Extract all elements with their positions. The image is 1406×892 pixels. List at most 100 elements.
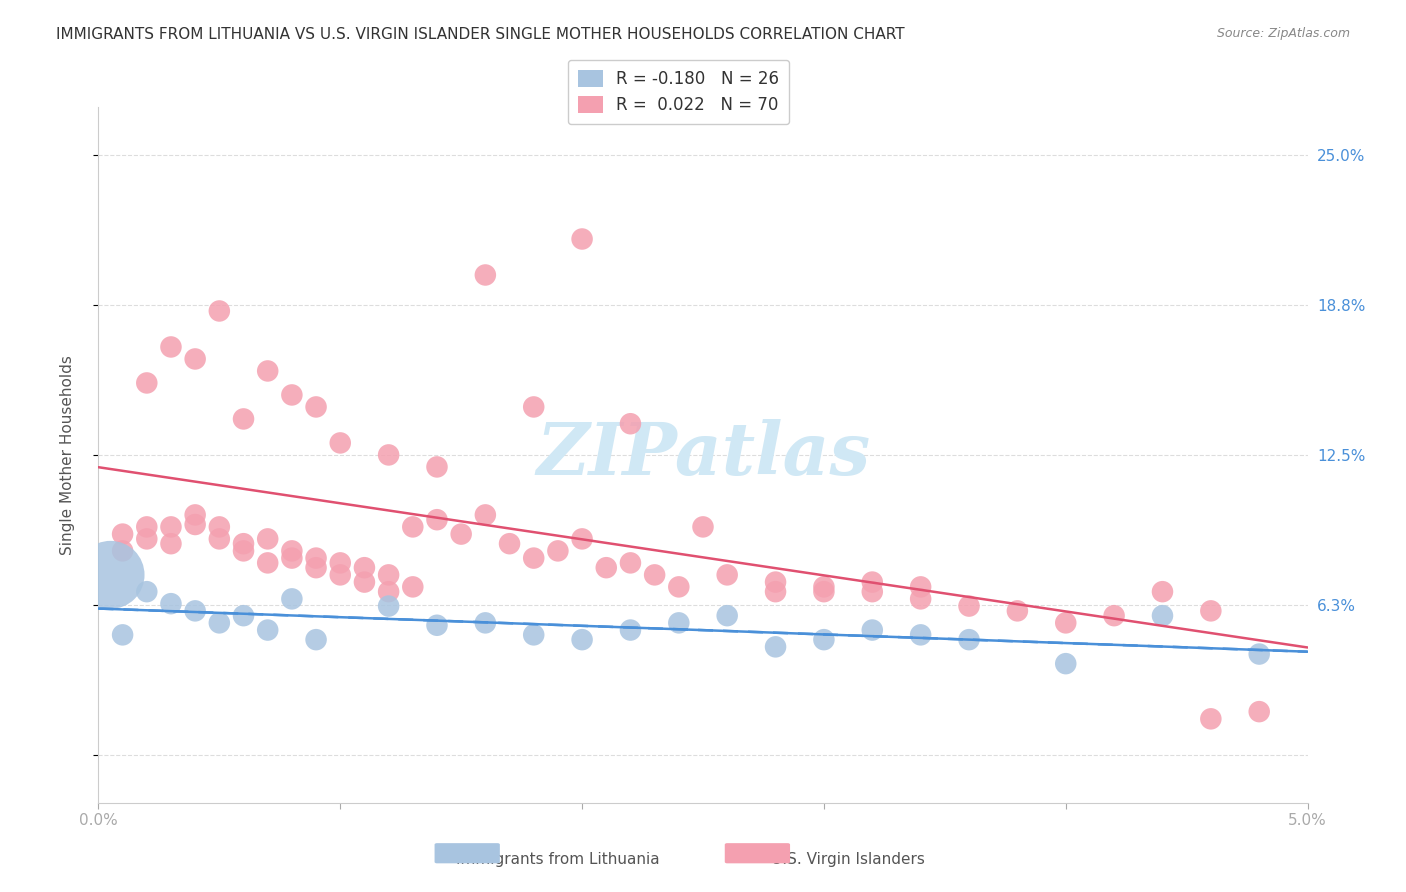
Point: [1152, 608, 1174, 623]
Point: [571, 632, 593, 647]
Point: [111, 544, 134, 558]
Point: [160, 537, 183, 551]
Text: U.S. Virgin Islanders: U.S. Virgin Islanders: [770, 852, 925, 866]
Point: [813, 584, 835, 599]
Legend: R = -0.180   N = 26, R =  0.022   N = 70: R = -0.180 N = 26, R = 0.022 N = 70: [568, 60, 790, 124]
Y-axis label: Single Mother Households: Single Mother Households: [60, 355, 75, 555]
Point: [1249, 647, 1271, 661]
Point: [160, 340, 183, 354]
Point: [402, 580, 425, 594]
Text: ZIPatlas: ZIPatlas: [536, 419, 870, 491]
Point: [1199, 712, 1222, 726]
Point: [208, 520, 231, 534]
Point: [1102, 608, 1125, 623]
Point: [595, 560, 617, 574]
Point: [184, 508, 207, 522]
Point: [232, 544, 254, 558]
Point: [571, 532, 593, 546]
Point: [426, 513, 449, 527]
Point: [571, 232, 593, 246]
Text: IMMIGRANTS FROM LITHUANIA VS U.S. VIRGIN ISLANDER SINGLE MOTHER HOUSEHOLDS CORRE: IMMIGRANTS FROM LITHUANIA VS U.S. VIRGIN…: [56, 27, 905, 42]
Point: [135, 532, 157, 546]
Point: [813, 632, 835, 647]
Point: [668, 580, 690, 594]
Point: [184, 604, 207, 618]
Point: [450, 527, 472, 541]
Point: [474, 615, 496, 630]
Point: [692, 520, 714, 534]
Point: [910, 628, 932, 642]
Point: [498, 537, 520, 551]
Point: [377, 584, 399, 599]
Point: [765, 575, 787, 590]
Point: [160, 520, 183, 534]
Point: [208, 532, 231, 546]
Point: [135, 376, 157, 390]
Point: [957, 632, 980, 647]
Point: [523, 628, 546, 642]
Point: [305, 632, 328, 647]
Point: [716, 567, 738, 582]
Point: [644, 567, 666, 582]
Point: [813, 580, 835, 594]
Point: [860, 575, 883, 590]
Point: [474, 268, 496, 282]
Point: [619, 417, 641, 431]
Point: [329, 567, 352, 582]
Point: [860, 584, 883, 599]
Point: [353, 575, 375, 590]
Point: [619, 556, 641, 570]
Point: [256, 556, 278, 570]
Point: [256, 623, 278, 637]
Point: [232, 537, 254, 551]
Text: Immigrants from Lithuania: Immigrants from Lithuania: [456, 852, 659, 866]
Point: [668, 615, 690, 630]
Point: [1054, 615, 1077, 630]
Point: [305, 560, 328, 574]
Point: [111, 527, 134, 541]
Point: [256, 364, 278, 378]
Point: [426, 459, 449, 474]
Point: [426, 618, 449, 632]
Point: [208, 615, 231, 630]
Point: [135, 584, 157, 599]
Point: [860, 623, 883, 637]
Point: [377, 448, 399, 462]
Point: [281, 591, 304, 606]
Point: [910, 580, 932, 594]
FancyBboxPatch shape: [724, 843, 790, 863]
Point: [353, 560, 375, 574]
Point: [281, 551, 304, 566]
Point: [135, 520, 157, 534]
Point: [957, 599, 980, 613]
Point: [910, 591, 932, 606]
Point: [111, 628, 134, 642]
Point: [1152, 584, 1174, 599]
Point: [765, 640, 787, 654]
Point: [547, 544, 569, 558]
Point: [1249, 705, 1271, 719]
Point: [281, 388, 304, 402]
Point: [474, 508, 496, 522]
Point: [402, 520, 425, 534]
Point: [765, 584, 787, 599]
FancyBboxPatch shape: [434, 843, 501, 863]
Point: [100, 567, 122, 582]
Point: [281, 544, 304, 558]
Point: [208, 304, 231, 318]
Point: [232, 608, 254, 623]
Point: [1007, 604, 1029, 618]
Point: [329, 436, 352, 450]
Point: [329, 556, 352, 570]
Point: [305, 551, 328, 566]
Point: [377, 567, 399, 582]
Point: [232, 412, 254, 426]
Text: Source: ZipAtlas.com: Source: ZipAtlas.com: [1216, 27, 1350, 40]
Point: [256, 532, 278, 546]
Point: [160, 597, 183, 611]
Point: [523, 400, 546, 414]
Point: [184, 517, 207, 532]
Point: [716, 608, 738, 623]
Point: [184, 351, 207, 366]
Point: [523, 551, 546, 566]
